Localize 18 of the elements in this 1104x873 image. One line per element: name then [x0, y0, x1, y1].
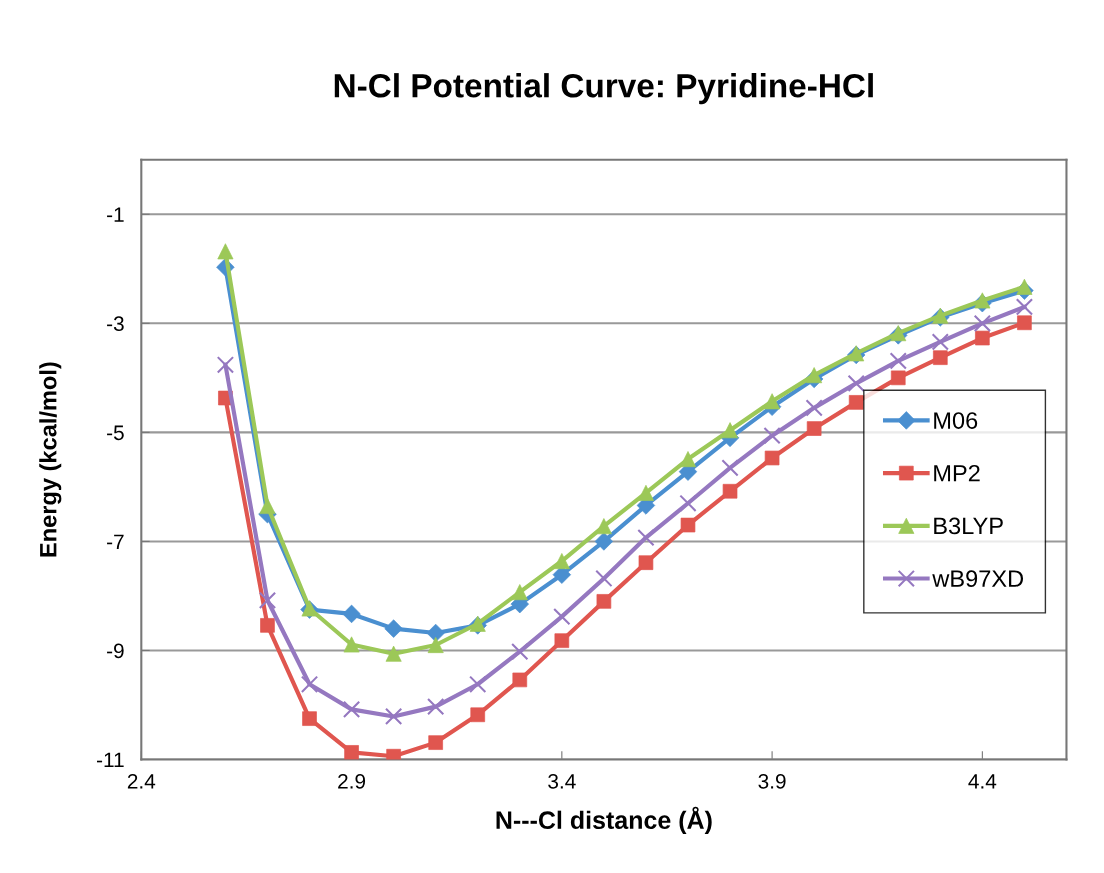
legend-label: B3LYP [934, 517, 1003, 535]
y-tick-label: -3 [107, 316, 124, 332]
y-tick-label: -9 [107, 643, 124, 659]
x-axis-title: N---Cl distance (Å) [496, 806, 712, 834]
y-axis-title: Energy (kcal/mol) [39, 362, 62, 557]
x-tick-label: 3.4 [548, 773, 576, 789]
x-tick-label: 3.9 [758, 773, 786, 789]
x-tick-label: 4.4 [968, 774, 997, 789]
x-tick-label: 2.4 [127, 773, 156, 789]
legend-label: MP2 [934, 464, 980, 482]
legend-label: M06 [934, 412, 978, 429]
y-tick-label: -11 [97, 752, 124, 768]
y-tick-label: -5 [107, 425, 124, 441]
y-tick-label: -1 [107, 207, 124, 222]
x-tick-label: 2.9 [338, 773, 366, 789]
y-tick-label: -7 [107, 534, 124, 549]
chart-title: N-Cl Potential Curve: Pyridine-HCl [334, 73, 873, 105]
legend-label: wB97XD [932, 570, 1024, 588]
